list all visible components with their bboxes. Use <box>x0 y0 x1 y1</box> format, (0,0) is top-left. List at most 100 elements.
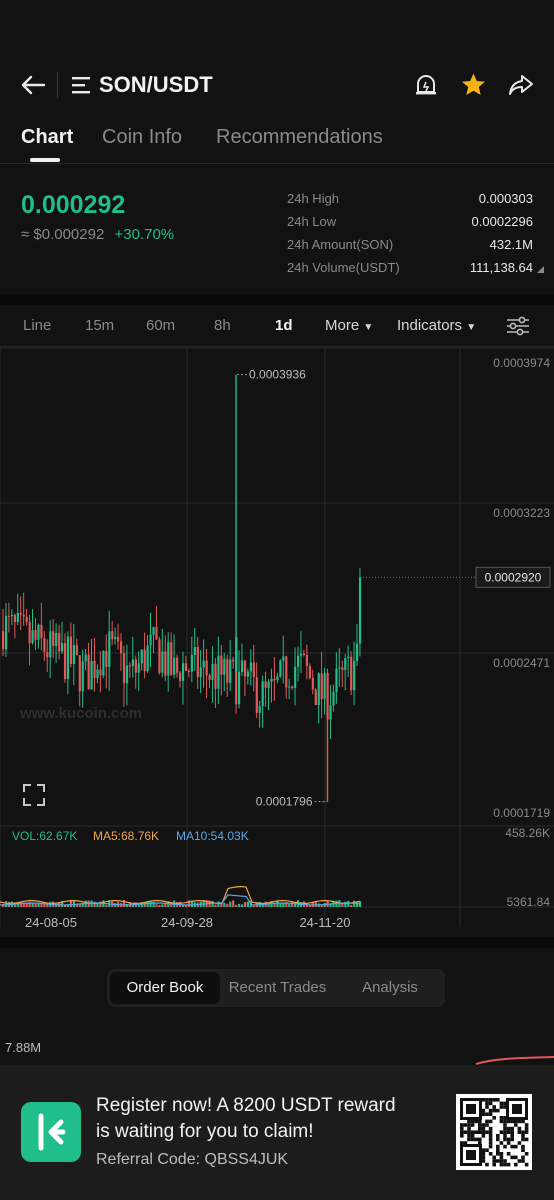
qr-module <box>488 1144 493 1149</box>
qr-module <box>492 1098 496 1102</box>
more-dropdown[interactable]: More ▼ <box>325 317 373 334</box>
qr-module <box>496 1159 500 1163</box>
qr-module <box>499 1152 504 1156</box>
volume-bar <box>252 904 255 907</box>
candle-body <box>120 641 123 654</box>
qr-module <box>478 1126 482 1131</box>
qr-module <box>524 1162 529 1167</box>
volume-bar <box>69 900 73 907</box>
candle-body <box>243 660 247 677</box>
stat-value: 111,138.64 <box>469 260 533 275</box>
volume-bar <box>235 904 238 907</box>
interval-1d[interactable]: 1d <box>275 317 293 334</box>
qr-module <box>481 1159 486 1163</box>
candle-body <box>358 577 362 644</box>
volume-bar <box>122 900 126 907</box>
indicators-dropdown[interactable]: Indicators ▼ <box>397 317 476 334</box>
candle-body <box>338 667 341 669</box>
arrow-left-icon[interactable] <box>20 74 46 96</box>
divider <box>57 72 58 98</box>
share-icon[interactable] <box>508 74 534 96</box>
register-banner[interactable]: Register now! A 8200 USDT reward is wait… <box>0 1065 554 1200</box>
qr-module <box>492 1155 496 1160</box>
menu-icon[interactable] <box>72 77 92 95</box>
candle-body <box>63 643 67 679</box>
volume-axis-bottom: 5361.84 <box>507 895 551 909</box>
tab-analysis[interactable]: Analysis <box>362 979 418 996</box>
candle-body <box>208 675 211 680</box>
pair-title[interactable]: SON/USDT <box>99 72 213 97</box>
volume-bar <box>329 903 332 907</box>
candle-body <box>81 661 84 692</box>
qr-module <box>517 1126 522 1131</box>
qr-module <box>467 1119 471 1124</box>
volume-bar <box>66 904 70 907</box>
qr-module <box>506 1162 511 1167</box>
candle-body <box>232 659 235 662</box>
tab-recent-trades[interactable]: Recent Trades <box>228 979 327 996</box>
candle-body <box>122 653 126 684</box>
watermark: www.kucoin.com <box>19 705 142 722</box>
candle-body <box>134 659 137 673</box>
stat-label: 24h Amount(SON) <box>287 237 394 252</box>
tab-recommendations[interactable]: Recommendations <box>216 126 383 148</box>
candle-body <box>317 673 320 706</box>
qr-module <box>485 1101 489 1106</box>
candle-body <box>99 669 102 676</box>
qr-module <box>506 1152 511 1156</box>
volume-bar <box>181 904 185 907</box>
candle-body <box>314 689 317 706</box>
qr-module <box>492 1105 496 1109</box>
candle-body <box>229 659 232 683</box>
candle-body <box>137 663 140 673</box>
price-alert-icon[interactable] <box>414 72 438 98</box>
qr-module <box>467 1126 471 1131</box>
last-price: 0.000292 <box>21 191 126 219</box>
candle-body <box>170 642 173 675</box>
fullscreen-icon[interactable] <box>22 783 46 807</box>
qr-module <box>499 1116 504 1120</box>
candle-body <box>105 650 108 667</box>
qr-module <box>506 1137 511 1142</box>
candle-body <box>158 639 161 673</box>
volume-bar <box>137 903 140 907</box>
tab-order-book[interactable]: Order Book <box>110 972 220 1004</box>
qr-module <box>488 1141 493 1145</box>
candle-body <box>22 614 25 617</box>
tab-coin-info[interactable]: Coin Info <box>102 126 183 148</box>
candle-body <box>235 661 238 705</box>
interval-8h[interactable]: 8h <box>214 317 231 334</box>
qr-module <box>524 1137 529 1142</box>
ma5-label: MA5:68.76K <box>93 829 159 843</box>
volume-bar <box>170 903 173 907</box>
volume-bar <box>146 901 149 907</box>
volume-bar <box>28 902 31 907</box>
qr-module <box>496 1144 500 1149</box>
chart-settings-icon[interactable] <box>506 316 530 336</box>
candle-body <box>226 659 229 683</box>
qr-module <box>506 1130 511 1134</box>
candle-body <box>255 677 258 713</box>
interval-line[interactable]: Line <box>23 317 52 334</box>
volume-bar <box>243 902 247 907</box>
qr-module <box>496 1137 500 1142</box>
main-tabs: Chart Coin Info Recommendations <box>0 118 554 164</box>
star-icon[interactable] <box>460 72 487 98</box>
qr-module <box>499 1162 504 1167</box>
candle-body <box>13 614 16 623</box>
qr-module <box>496 1134 500 1138</box>
tab-chart[interactable]: Chart <box>21 126 74 148</box>
candlestick-chart[interactable]: www.kucoin.com 0.0003974 0.0003223 0.00024… <box>0 347 554 937</box>
candle-body <box>199 667 202 678</box>
candle-body <box>46 652 49 658</box>
qr-module <box>492 1159 496 1163</box>
candle-body <box>356 643 359 662</box>
volume-bar <box>314 900 317 907</box>
volume-bar <box>152 901 155 907</box>
interval-15m[interactable]: 15m <box>85 317 115 334</box>
candle-body <box>211 663 214 680</box>
volume-bar <box>229 901 232 907</box>
interval-60m[interactable]: 60m <box>146 317 176 334</box>
volume-bar <box>16 902 19 907</box>
qr-module <box>481 1152 486 1156</box>
